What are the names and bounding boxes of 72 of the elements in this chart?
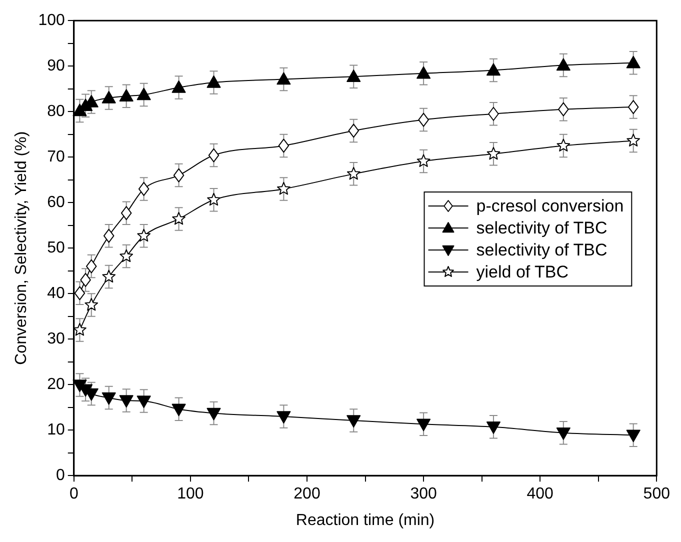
point [136,88,151,100]
point [628,100,639,114]
point [84,298,98,311]
point [277,182,290,195]
point [626,430,640,442]
y-tick-label: 0 [56,467,65,484]
x-tick-label: 300 [410,486,437,503]
y-tick-label: 90 [47,58,65,75]
point [556,138,570,152]
y-axis-title: Conversion, Selectivity, Yield (%) [13,131,30,365]
point [276,72,291,85]
point [486,63,500,76]
point [120,206,132,220]
x-tick-label: 200 [294,486,320,503]
point [80,272,91,287]
point [102,270,116,283]
point [73,323,86,336]
point [418,112,429,127]
point [119,395,134,408]
legend-label: selectivity of TBC [476,240,608,260]
y-tick-label: 10 [47,422,65,439]
x-tick-label: 500 [643,486,670,503]
point [416,66,431,79]
point [348,124,359,138]
point [558,102,569,116]
point [207,192,220,206]
legend-label: yield of TBC [476,262,569,282]
point [136,396,151,408]
y-tick-label: 80 [47,103,65,120]
y-tick-label: 40 [47,285,65,302]
point [276,411,291,424]
point [102,90,116,104]
point [86,259,97,274]
point [206,408,221,420]
point [346,70,361,82]
legend-label: p-cresol conversion [476,196,624,216]
point [172,212,186,225]
point [416,418,431,432]
y-tick-label: 60 [47,194,65,212]
point [346,415,361,428]
x-tick-label: 0 [69,486,78,503]
point [120,249,134,262]
y-tick-label: 20 [47,376,65,394]
x-axis-title: Reaction time (min) [296,512,435,529]
point [102,392,116,405]
point [488,106,499,121]
point [173,168,184,182]
x-tick-label: 100 [177,486,204,503]
point [172,404,186,416]
point [103,228,114,243]
point [486,146,500,160]
y-tick-label: 100 [38,12,65,30]
point [416,154,430,167]
point [278,138,290,153]
legend-label: selectivity of TBC [476,218,608,238]
point [346,166,360,180]
point [208,148,220,162]
y-tick-label: 50 [47,240,65,257]
point [119,89,134,102]
x-tick-label: 400 [526,486,554,503]
point [206,75,221,88]
point [172,80,186,93]
point [74,286,86,300]
y-tick-label: 70 [47,148,65,166]
point [137,228,151,242]
y-tick-label: 30 [47,330,65,348]
point [626,134,640,146]
point [556,427,570,440]
point [626,56,640,68]
point [556,58,570,71]
point [486,422,500,434]
point [138,182,150,196]
